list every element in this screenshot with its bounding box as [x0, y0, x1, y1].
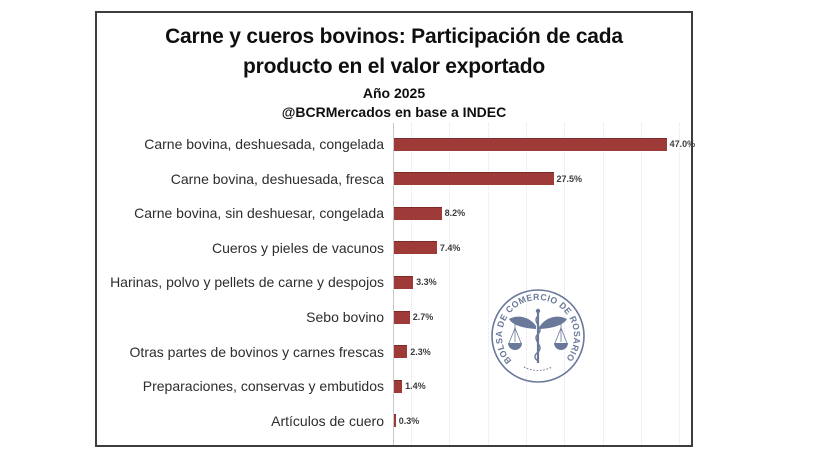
bar: [394, 310, 410, 324]
category-label: Cueros y pieles de vacunos: [212, 239, 384, 256]
bar-row: Carne bovina, deshuesada, fresca 27.5%: [97, 162, 691, 197]
bar: [394, 345, 408, 359]
bcr-watermark-seal: BOLSA DE COMERCIO DE ROSARIO: [491, 289, 585, 383]
value-label: 8.2%: [444, 208, 466, 219]
bar-rows: Carne bovina, deshuesada, congelada 47.0…: [97, 127, 695, 438]
value-label: 0.3%: [398, 415, 420, 426]
bar-track: 3.3%: [394, 275, 691, 289]
value-label: 2.3%: [410, 346, 431, 357]
bar-row: Harinas, polvo y pellets de carne y desp…: [97, 265, 691, 300]
bar: [394, 275, 414, 289]
chart-title-line1: Carne y cueros bovinos: Participación de…: [165, 25, 623, 48]
y-axis-line: [393, 123, 394, 445]
gridline: [564, 123, 566, 445]
scale-left-icon: [508, 327, 522, 344]
category-label: Carne bovina, deshuesada, fresca: [170, 170, 384, 187]
bar-row: Otras partes de bovinos y carnes frescas…: [97, 334, 691, 369]
left-scale-pan-icon: [508, 343, 522, 350]
value-label: 27.5%: [556, 173, 583, 184]
value-label: 7.4%: [439, 242, 461, 253]
gridline: [640, 123, 642, 445]
gridline: [525, 123, 527, 445]
bar-row: Cueros y pieles de vacunos 7.4%: [97, 231, 691, 266]
chart-source-credit: @BCRMercados en base a INDEC: [281, 104, 507, 120]
bar-row: Carne bovina, sin deshuesar, congelada 8…: [97, 196, 691, 231]
bar: [394, 206, 442, 220]
category-label: Artículos de cuero: [271, 412, 384, 429]
gridline: [487, 123, 489, 445]
category-label: Sebo bovino: [306, 309, 384, 325]
seal-outer-ring: [491, 289, 585, 383]
staff-knob-icon: [535, 308, 541, 314]
gridline: [449, 123, 451, 445]
caduceus-fills: [508, 308, 568, 350]
bar: [394, 379, 403, 393]
right-scale-pan-icon: [554, 343, 568, 350]
seal-bottom-motto-arc: [523, 366, 553, 371]
plot-area: Carne bovina, deshuesada, congelada 47.0…: [97, 123, 695, 445]
bar-row: Carne bovina, deshuesada, congelada 47.0…: [97, 127, 695, 162]
bar-track: 0.3%: [394, 414, 691, 428]
chart-subtitle: Año 2025: [362, 85, 426, 101]
category-label: Harinas, polvo y pellets de carne y desp…: [110, 274, 384, 291]
bar-track: 47.0%: [394, 137, 696, 151]
bar-track: 8.2%: [394, 206, 691, 220]
scale-right-icon: [554, 327, 568, 344]
gridline: [602, 123, 604, 445]
chart-header: Carne y cueros bovinos: Participación de…: [97, 13, 691, 121]
value-label: 3.3%: [416, 277, 437, 288]
bar: [394, 241, 437, 255]
category-label: Carne bovina, sin deshuesar, congelada: [134, 205, 384, 222]
bar-row: Sebo bovino 2.7%: [97, 300, 691, 335]
bar: [394, 137, 667, 151]
bar-row: Preparaciones, conservas y embutidos 1.4…: [97, 369, 691, 404]
chart-panel: Carne y cueros bovinos: Participación de…: [95, 11, 695, 447]
left-wing-icon: [509, 316, 536, 329]
category-label: Otras partes de bovinos y carnes frescas: [129, 343, 384, 360]
bar-track: 2.7%: [394, 310, 691, 324]
bar: [394, 172, 554, 186]
bar-track: 1.4%: [394, 379, 691, 393]
value-label: 47.0%: [669, 139, 696, 150]
value-label: 2.7%: [412, 312, 434, 322]
caduceus-icon: [508, 313, 568, 371]
serpent-icon: [534, 315, 541, 362]
value-label: 1.4%: [405, 381, 426, 392]
chart-title-line2: producto en el valor exportado: [242, 55, 546, 78]
gridline: [679, 123, 681, 445]
bar: [394, 414, 396, 428]
category-label: Preparaciones, conservas y embutidos: [142, 378, 384, 395]
bar-track: 2.3%: [394, 345, 691, 359]
bar-track: 7.4%: [394, 241, 691, 255]
bar-row: Artículos de cuero 0.3%: [97, 403, 691, 438]
category-label: Carne bovina, deshuesada, congelada: [144, 136, 384, 153]
right-wing-icon: [540, 316, 567, 329]
bar-track: 27.5%: [394, 172, 691, 186]
